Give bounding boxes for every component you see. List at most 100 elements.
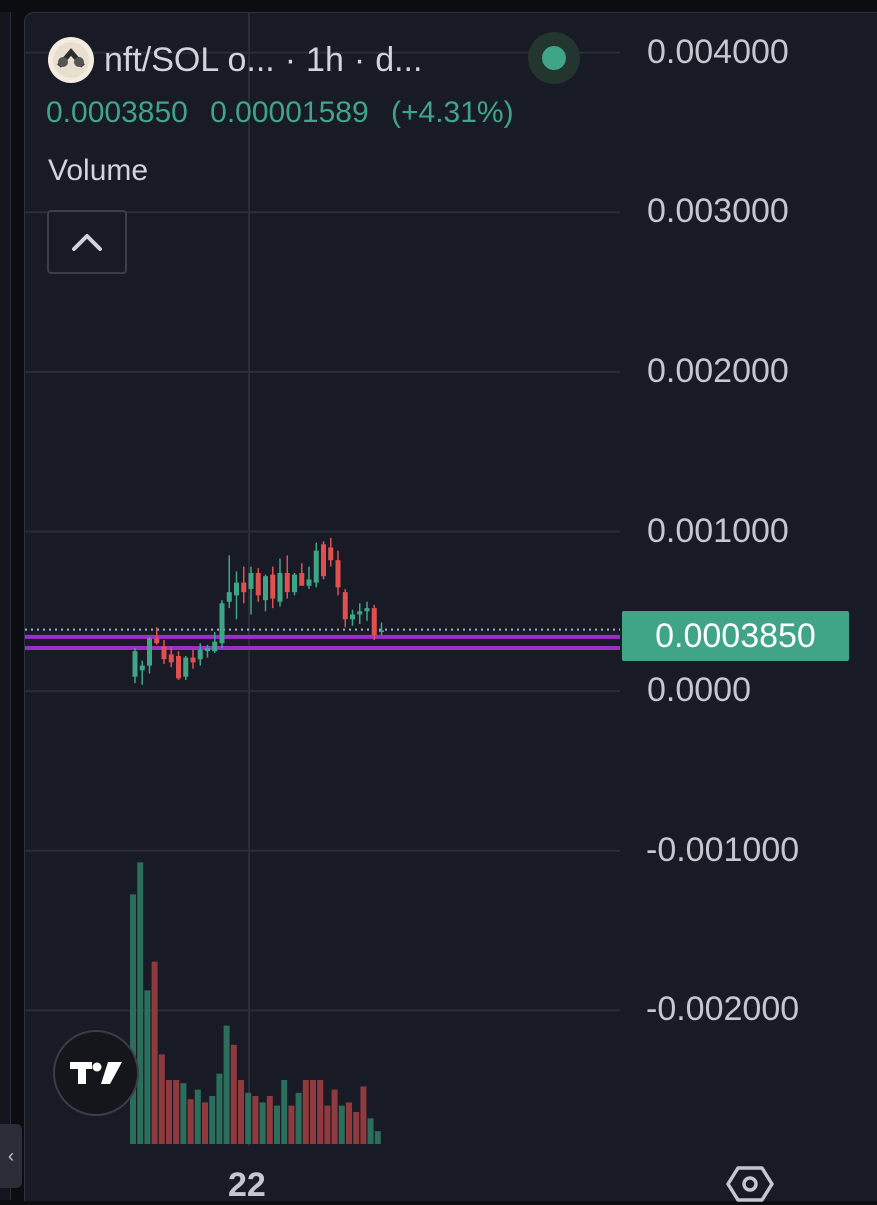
candle-body [176,655,181,679]
volume-bar [252,1096,259,1144]
volume-bar [166,1080,172,1144]
interval-label[interactable]: 1h [306,40,344,79]
candle-body [277,573,283,602]
candle-body [183,657,189,677]
candle-body [284,573,290,593]
volume-bar [151,961,158,1144]
volume-bar [274,1105,280,1144]
candle-body [168,654,174,663]
candle-body [342,592,348,620]
candle-body [350,614,355,620]
volume-bar [137,862,144,1144]
candle-body [335,560,341,588]
y-tick-label: 0.003000 [647,192,789,231]
candles [132,537,384,685]
chevron-left-icon: ‹ [8,1145,14,1166]
candle-body [270,574,276,599]
chart-panel[interactable] [24,12,877,1201]
candle-body [357,611,363,615]
header-separator: · [353,40,366,79]
y-tick-label: 0.004000 [647,32,789,71]
candle-body [364,608,370,612]
header-separator: · [284,40,297,79]
candle-body [299,573,305,586]
candle-body [241,582,247,593]
volume-bar [223,1025,230,1144]
volume-bar [216,1073,223,1144]
volume-bars [130,862,381,1144]
candle-body [219,603,225,644]
x-tick-label: 22 [228,1166,266,1204]
volume-bar [374,1131,381,1144]
quote-line: 0.0003850 0.00001589 (+4.31%) [46,96,528,130]
candle-body [132,651,138,677]
candle-body [197,649,203,660]
source-label[interactable]: d... [375,40,423,79]
candle-body [161,646,167,660]
volume-bar [230,1044,237,1144]
y-tick-label: -0.002000 [646,990,800,1029]
volume-bar [360,1086,367,1144]
candle-body [379,630,384,633]
left-edge-panel [0,12,11,1200]
level-lines [25,628,620,651]
market-status-icon [528,32,580,84]
candle-body [313,550,319,583]
collapse-indicators-button[interactable] [47,210,127,274]
volume-bar [238,1080,244,1144]
candle-body [321,544,326,577]
volume-bar [295,1092,302,1144]
candle-body [154,638,160,644]
volume-bar [158,1054,165,1144]
volume-bar [130,894,136,1144]
volume-bar [367,1118,374,1144]
price-change-pct: (+4.31%) [391,96,514,129]
volume-bar [144,990,151,1144]
candle-body [205,648,210,652]
expand-panel-button[interactable]: ‹ [0,1124,22,1188]
price-change: 0.00001589 [210,96,369,129]
volume-bar [317,1080,324,1144]
volume-bar [180,1083,187,1144]
volume-bar [173,1080,180,1144]
candle-body [139,665,145,671]
volume-bar [202,1102,208,1144]
candle-body [226,592,232,602]
candle-body [255,573,261,596]
volume-bar [281,1080,288,1144]
volume-bar [266,1096,273,1144]
volume-bar [346,1102,352,1144]
volume-bar [331,1089,338,1144]
candle-body [292,574,297,593]
candle-body [263,576,268,601]
volume-bar [324,1105,331,1144]
settings-icon[interactable] [726,1164,774,1204]
last-price-tag: 0.0003850 [622,611,849,661]
volume-bar [288,1105,295,1144]
volume-bar [353,1112,360,1144]
candle-body [328,547,334,561]
volume-bar [187,1099,194,1144]
volume-indicator-label[interactable]: Volume [48,154,149,187]
y-tick-label: -0.001000 [646,830,800,869]
candle-body [306,579,312,586]
candle-body [248,573,254,589]
candle-body [371,608,377,636]
y-tick-label: 0.0000 [647,671,751,710]
token-logo-icon [48,37,94,83]
symbol-title[interactable]: nft/SOL o... [104,40,275,79]
y-tick-label: 0.001000 [647,511,789,550]
chart-header[interactable]: nft/SOL o... · 1h · d... [48,36,422,84]
candle-body [212,641,218,652]
chevron-up-icon [72,234,102,251]
candle-body [147,638,152,666]
volume-bar [310,1080,316,1144]
candle-body [190,657,196,663]
y-tick-label: 0.002000 [647,351,789,390]
volume-bar [245,1092,252,1144]
volume-bar [194,1089,201,1144]
tradingview-logo-icon[interactable] [53,1030,139,1116]
candle-body [234,582,239,596]
volume-bar [259,1102,266,1144]
